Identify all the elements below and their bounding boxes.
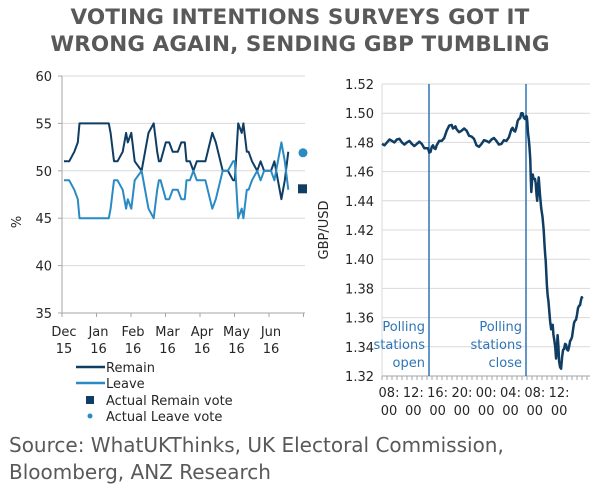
polls-chart: 35 40 45 50 55 60 Dec 15 Jan 16 Feb 16 Mar 16 Apr 16 Ma… (10, 70, 308, 425)
gbp-y-tick-label: 1.32 (345, 370, 374, 385)
title-line-2: WRONG AGAIN, SENDING GBP TUMBLING (50, 32, 550, 57)
polls-x-tick-label-year: 16 (194, 342, 211, 357)
gbp-event-lines: Polling stations open Polling stations close (373, 84, 527, 376)
polls-x-tick-label-year: 16 (159, 342, 176, 357)
polls-x-tick-label-month: May (223, 325, 250, 340)
polls-x-tick-label-month: Jun (260, 325, 281, 340)
gbp-y-ticks: 1.32 1.34 1.36 1.38 1.40 1.42 1.44 1.46 1.48 1.50… (345, 78, 374, 385)
gbp-usd-line (381, 111, 584, 370)
polls-y-tick-label: 45 (35, 212, 52, 227)
polls-line-remain (64, 122, 290, 201)
gbp-x-tick-label-min: 00 (454, 404, 471, 419)
gbp-y-tick-label: 1.48 (345, 136, 374, 151)
legend-label-actual-remain: Actual Remain vote (106, 394, 233, 409)
legend-swatch-actual-leave (87, 413, 93, 419)
polls-gridlines (61, 75, 305, 314)
polls-y-tick-label: 35 (35, 307, 52, 322)
polls-x-tick-label-month: Feb (121, 325, 144, 340)
gbp-y-axis-title: GBP/USD (317, 201, 332, 260)
legend-swatch-actual-remain (86, 396, 94, 404)
polls-x-tick-label-year: 16 (263, 342, 280, 357)
polls-x-tick-label-year: 16 (125, 342, 142, 357)
gbp-x-tick-label-min: 00 (429, 404, 446, 419)
gbp-x-tick-label-hour: 12: (549, 386, 570, 401)
gbp-x-tick-label-min: 00 (478, 404, 495, 419)
gbp-x-tick-label-min: 00 (502, 404, 519, 419)
gbp-series (381, 111, 584, 370)
polls-y-axis-title: % (10, 216, 25, 228)
polls-y-ticks: 35 40 45 50 55 60 (35, 70, 62, 322)
polls-x-tick-label-month: Dec (51, 325, 76, 340)
gbp-y-tick-label: 1.38 (345, 282, 374, 297)
gbp-x-ticks: 08: 00 12: 00 16: 00 20: 00 00: 00 04: 00 08: 00 12: 00 (379, 376, 588, 419)
event-label-polls-close: stations (470, 338, 522, 353)
polls-x-ticks: Dec 15 Jan 16 Feb 16 Mar 16 Apr 16 May 16 Jun 16 (51, 313, 304, 357)
event-label-polls-open: stations (373, 338, 425, 353)
polls-x-tick-label-month: Mar (155, 325, 180, 340)
legend-label-remain: Remain (106, 361, 155, 376)
gbp-y-tick-label: 1.44 (345, 195, 374, 210)
gbp-x-tick-label-hour: 00: (476, 386, 497, 401)
polls-x-tick-label-month: Jan (87, 325, 108, 340)
gbp-x-tick-label-hour: 20: (451, 386, 472, 401)
polls-markers (298, 148, 308, 194)
gbp-y-tick-label: 1.46 (345, 166, 374, 181)
polls-x-tick-label-month: Apr (191, 325, 214, 340)
polls-x-tick-label-year: 16 (90, 342, 107, 357)
event-label-polls-open: open (393, 356, 425, 371)
gbp-y-tick-label: 1.42 (345, 224, 374, 239)
source-line-2: Bloomberg, ANZ Research (9, 460, 271, 484)
event-label-polls-close: close (489, 356, 522, 371)
gbp-y-tick-label: 1.36 (345, 312, 374, 327)
chart-title: VOTING INTENTIONS SURVEYS GOT IT WRONG A… (0, 4, 600, 58)
polls-y-tick-label: 60 (35, 70, 52, 85)
source-line-1: Source: WhatUKThinks, UK Electoral Commi… (9, 433, 504, 457)
polls-x-tick-label-year: 15 (56, 342, 73, 357)
gbp-y-tick-label: 1.40 (345, 253, 374, 268)
polls-x-tick-label-year: 16 (228, 342, 245, 357)
source-note: Source: WhatUKThinks, UK Electoral Commi… (9, 432, 504, 486)
gbp-x-tick-label-min: 00 (551, 404, 568, 419)
gbp-gridlines (381, 83, 590, 377)
legend-label-actual-leave: Actual Leave vote (106, 410, 222, 425)
gbp-x-tick-label-min: 00 (405, 404, 422, 419)
gbp-x-tick-label-hour: 12: (403, 386, 424, 401)
polls-legend: Remain Leave Actual Remain vote Actual L… (76, 361, 233, 425)
gbp-y-tick-label: 1.34 (345, 341, 374, 356)
polls-series (64, 122, 290, 220)
gbp-x-tick-label-hour: 04: (500, 386, 521, 401)
gbp-y-tick-label: 1.50 (345, 107, 374, 122)
gbp-y-tick-label: 1.52 (345, 78, 374, 93)
legend-label-leave: Leave (106, 377, 145, 392)
polls-y-tick-label: 50 (35, 165, 52, 180)
polls-y-tick-label: 55 (35, 117, 52, 132)
polls-y-tick-label: 40 (35, 260, 52, 275)
marker-actual-leave (298, 148, 308, 158)
event-label-polls-close: Polling (479, 320, 522, 335)
marker-actual-remain (298, 184, 307, 194)
title-line-1: VOTING INTENTIONS SURVEYS GOT IT (70, 5, 530, 30)
gbp-x-tick-label-min: 00 (381, 404, 398, 419)
gbp-chart: 1.32 1.34 1.36 1.38 1.40 1.42 1.44 1.46 1.48 1.50… (317, 78, 590, 419)
gbp-x-tick-label-hour: 16: (427, 386, 448, 401)
event-label-polls-open: Polling (382, 320, 425, 335)
gbp-x-tick-label-min: 00 (527, 404, 544, 419)
gbp-x-tick-label-hour: 08: (524, 386, 545, 401)
gbp-x-tick-label-hour: 08: (379, 386, 400, 401)
polls-line-leave (64, 141, 290, 220)
